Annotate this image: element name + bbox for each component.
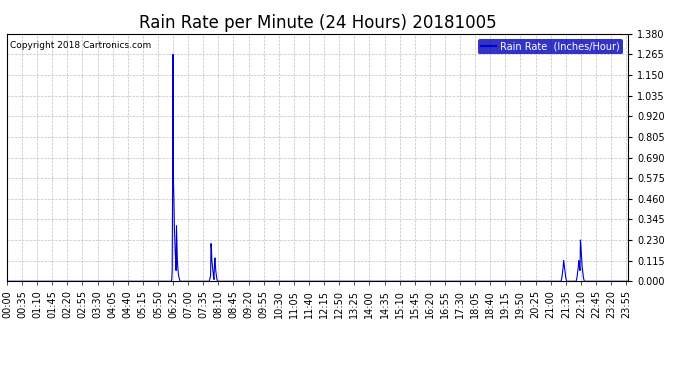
- Text: Copyright 2018 Cartronics.com: Copyright 2018 Cartronics.com: [10, 41, 151, 50]
- Title: Rain Rate per Minute (24 Hours) 20181005: Rain Rate per Minute (24 Hours) 20181005: [139, 14, 496, 32]
- Legend: Rain Rate  (Inches/Hour): Rain Rate (Inches/Hour): [478, 39, 623, 54]
